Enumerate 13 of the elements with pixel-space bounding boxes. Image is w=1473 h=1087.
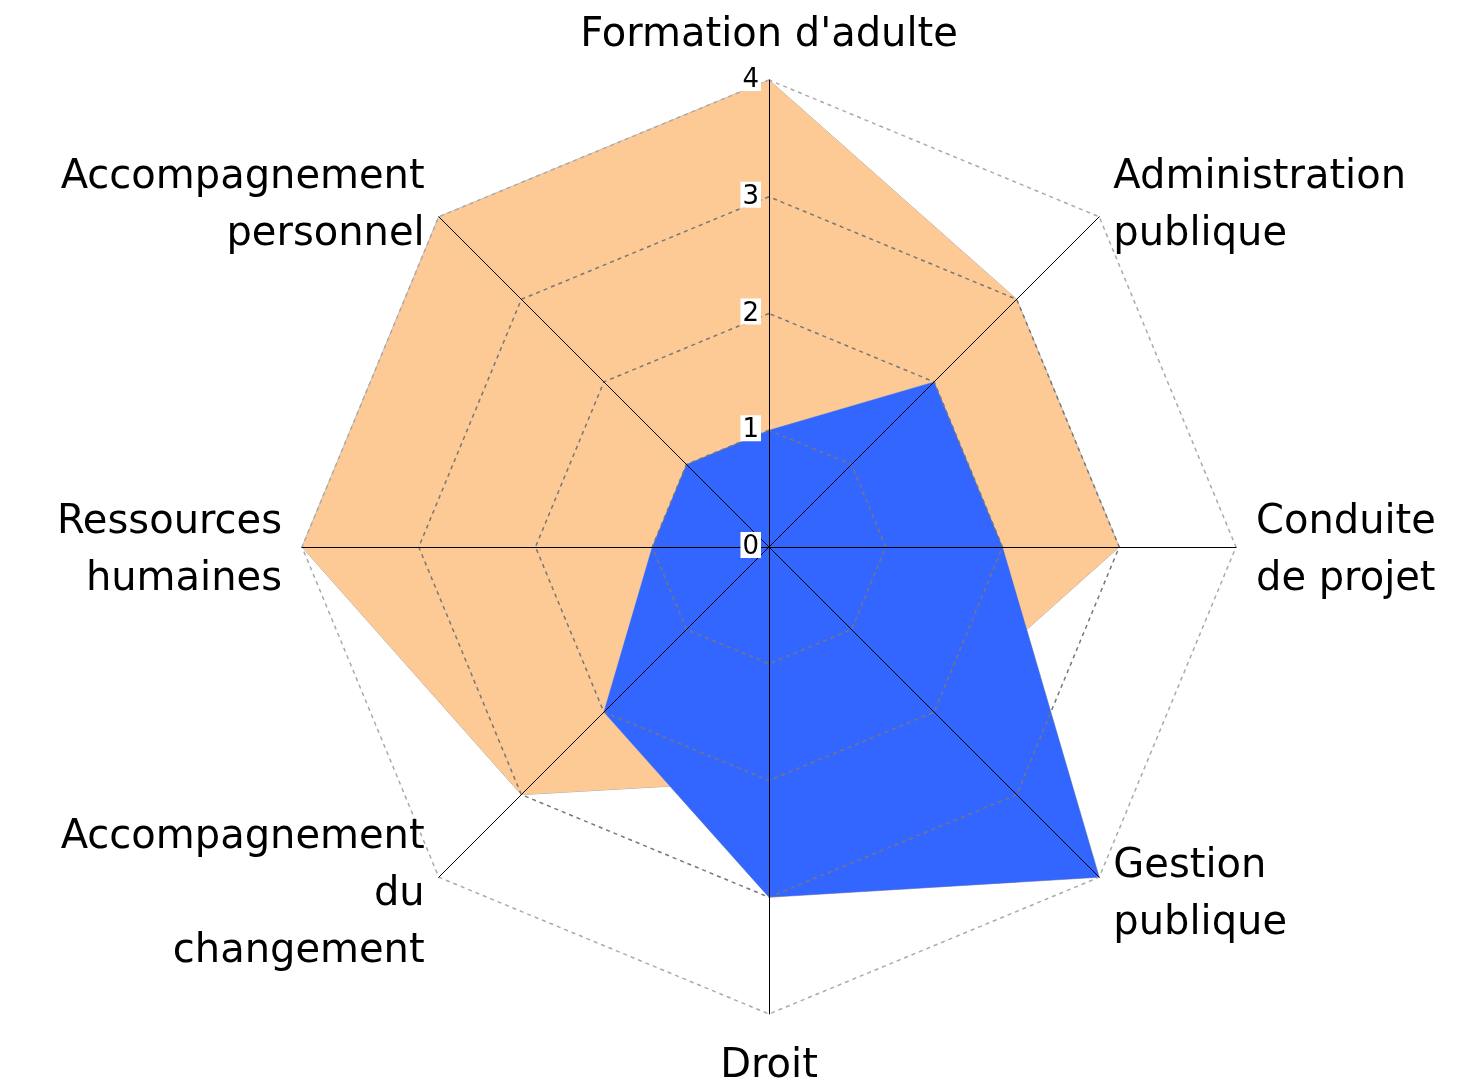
spoke-label: Droit [720, 1039, 818, 1086]
spoke-label: Ressources humaines [56, 495, 282, 599]
spoke-label: Administration publique [1113, 151, 1407, 255]
spoke-label: Formation d'adulte [580, 8, 958, 55]
spoke-label: Gestion publique [1113, 839, 1288, 943]
y-tick-label: 0 [742, 530, 759, 560]
spoke-label: Accompagnement personnel [60, 151, 425, 255]
y-tick-label: 2 [742, 296, 759, 327]
y-tick-label: 4 [742, 63, 759, 93]
y-tick-label: 3 [742, 179, 759, 210]
spoke-label: Accompagnement du changement [60, 811, 425, 972]
y-tick-label: 1 [742, 413, 759, 444]
spoke-label: Conduite de projet [1256, 495, 1436, 599]
